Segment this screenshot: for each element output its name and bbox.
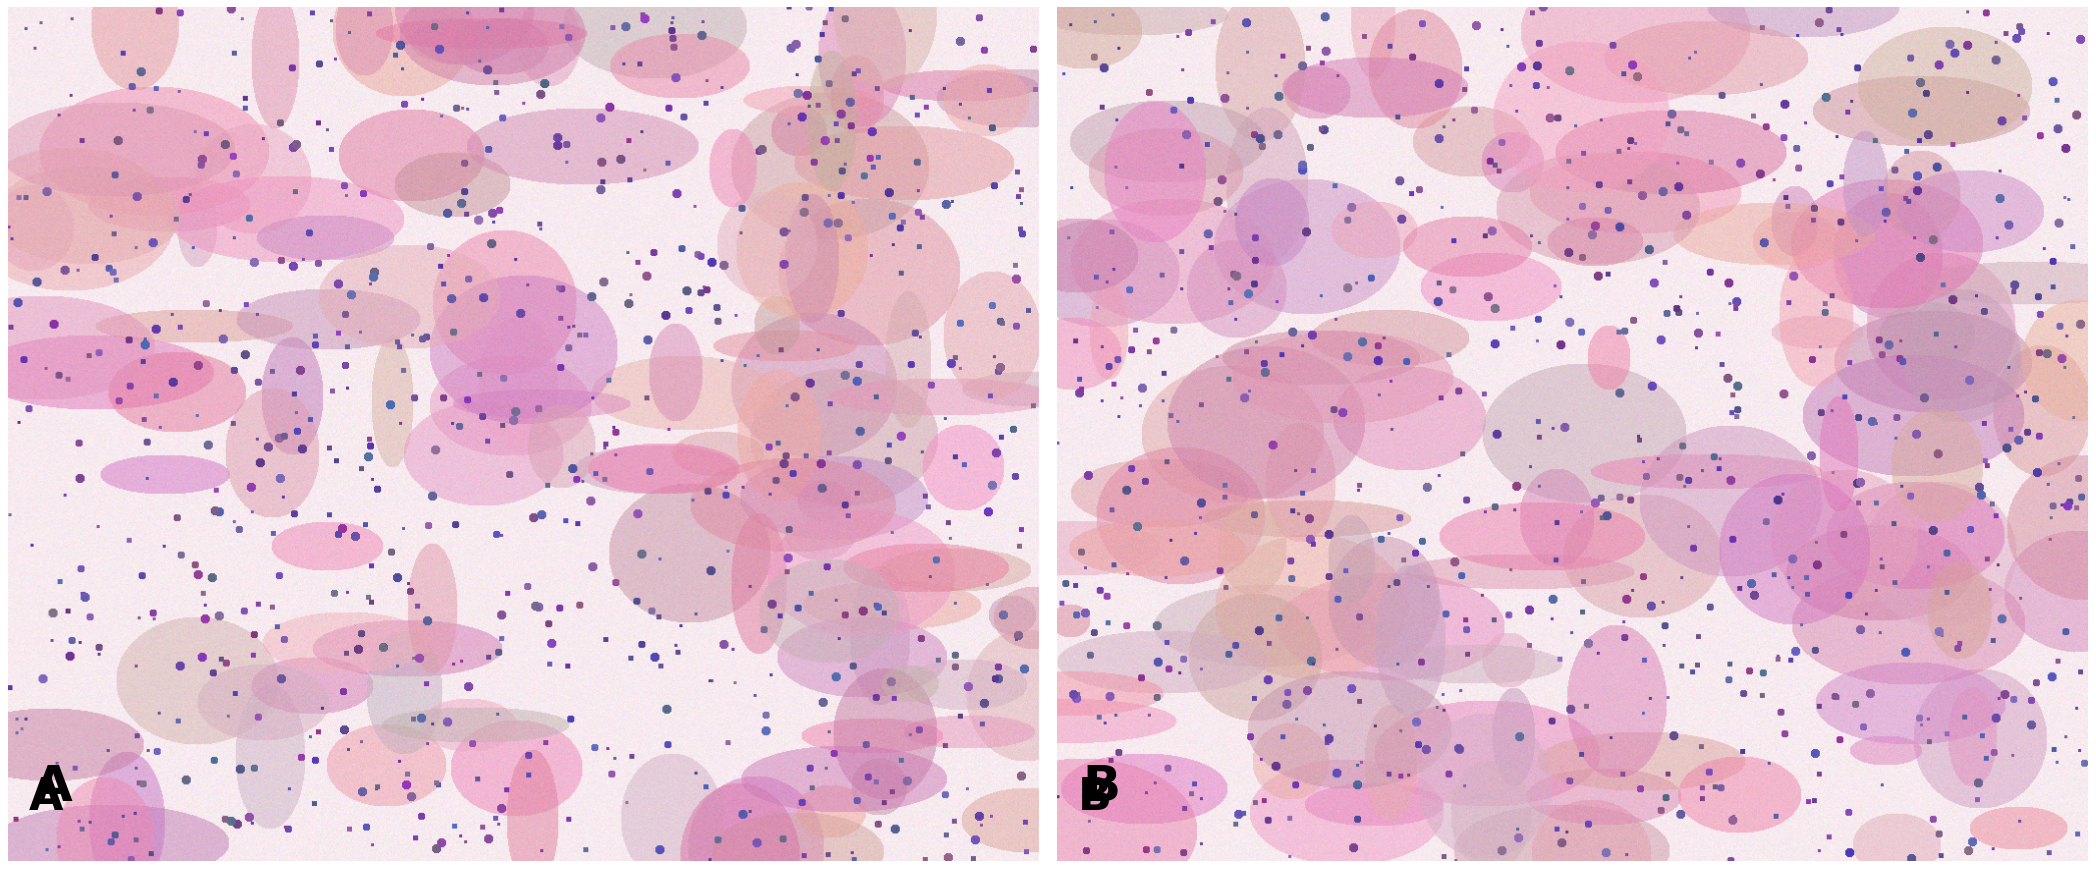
Text: A: A bbox=[34, 762, 73, 810]
Text: B: B bbox=[1084, 762, 1121, 810]
Text: A: A bbox=[29, 775, 63, 819]
Text: B: B bbox=[1077, 775, 1111, 819]
